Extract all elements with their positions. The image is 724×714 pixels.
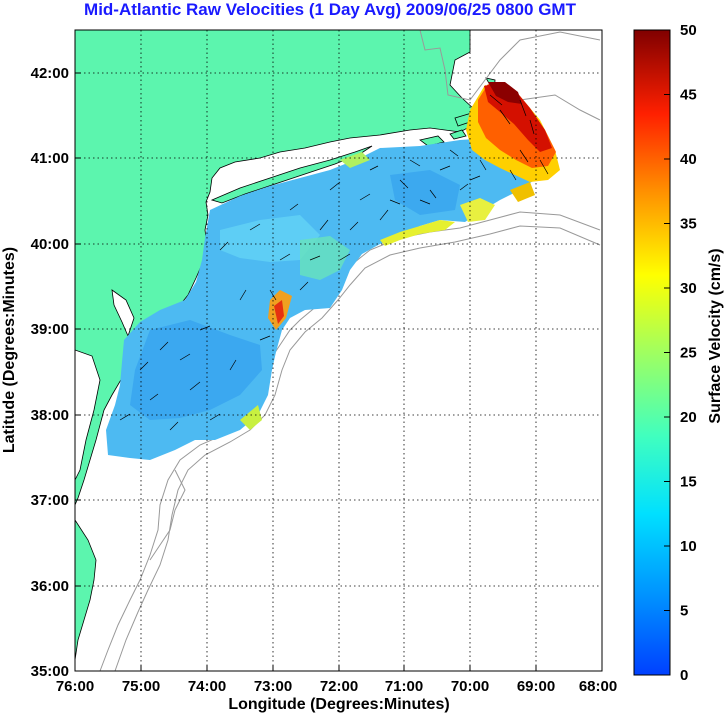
y-tick-label: 42:00: [31, 65, 69, 82]
x-tick-label: 76:00: [56, 678, 94, 695]
x-tick-label: 69:00: [517, 678, 555, 695]
y-tick-label: 40:00: [31, 236, 69, 253]
velocity-field: [106, 82, 560, 460]
x-tick-marks: [74, 665, 603, 671]
colorbar-tick-marks: [664, 29, 670, 676]
x-tick-label: 70:00: [451, 678, 489, 695]
y-tick-label: 35:00: [31, 663, 69, 680]
long-island: [210, 145, 373, 204]
grid-lines: [75, 30, 602, 671]
bay: [75, 349, 101, 481]
island: [449, 129, 467, 140]
x-tick-label: 73:00: [254, 678, 292, 695]
colorbar-tick-label: 35: [680, 216, 697, 233]
current-arrows: [119, 94, 549, 431]
x-tick-label: 68:00: [579, 678, 617, 695]
lower-coast: [75, 519, 97, 661]
y-tick-label: 41:00: [31, 150, 69, 167]
colorbar-tick-label: 45: [680, 87, 697, 104]
y-tick-label: 36:00: [31, 578, 69, 595]
colorbar-tick-label: 40: [680, 151, 697, 168]
y-tick-marks: [75, 72, 81, 672]
x-tick-label: 72:00: [320, 678, 358, 695]
x-axis-label: Longitude (Degrees:Minutes): [228, 696, 449, 713]
colorbar-tick-label: 5: [680, 603, 688, 620]
y-tick-label: 37:00: [31, 492, 69, 509]
colorbar-tick-label: 0: [680, 667, 688, 684]
x-tick-label: 71:00: [385, 678, 423, 695]
y-tick-label: 38:00: [31, 407, 69, 424]
colorbar-tick-label: 10: [680, 538, 697, 555]
map-title: Mid-Atlantic Raw Velocities (1 Day Avg) …: [84, 0, 576, 19]
colorbar-tick-label: 15: [680, 474, 697, 491]
colorbar-tick-label: 25: [680, 345, 697, 362]
x-tick-label: 74:00: [188, 678, 226, 695]
colorbar-tick-label: 30: [680, 280, 697, 297]
colorbar-tick-label: 50: [680, 22, 697, 39]
colorbar-tick-label: 20: [680, 409, 697, 426]
colorbar-label: Surface Velocity (cm/s): [707, 248, 724, 423]
y-tick-label: 39:00: [31, 321, 69, 338]
y-axis-label: Latitude (Degrees:Minutes): [1, 247, 18, 453]
x-tick-label: 75:00: [122, 678, 160, 695]
